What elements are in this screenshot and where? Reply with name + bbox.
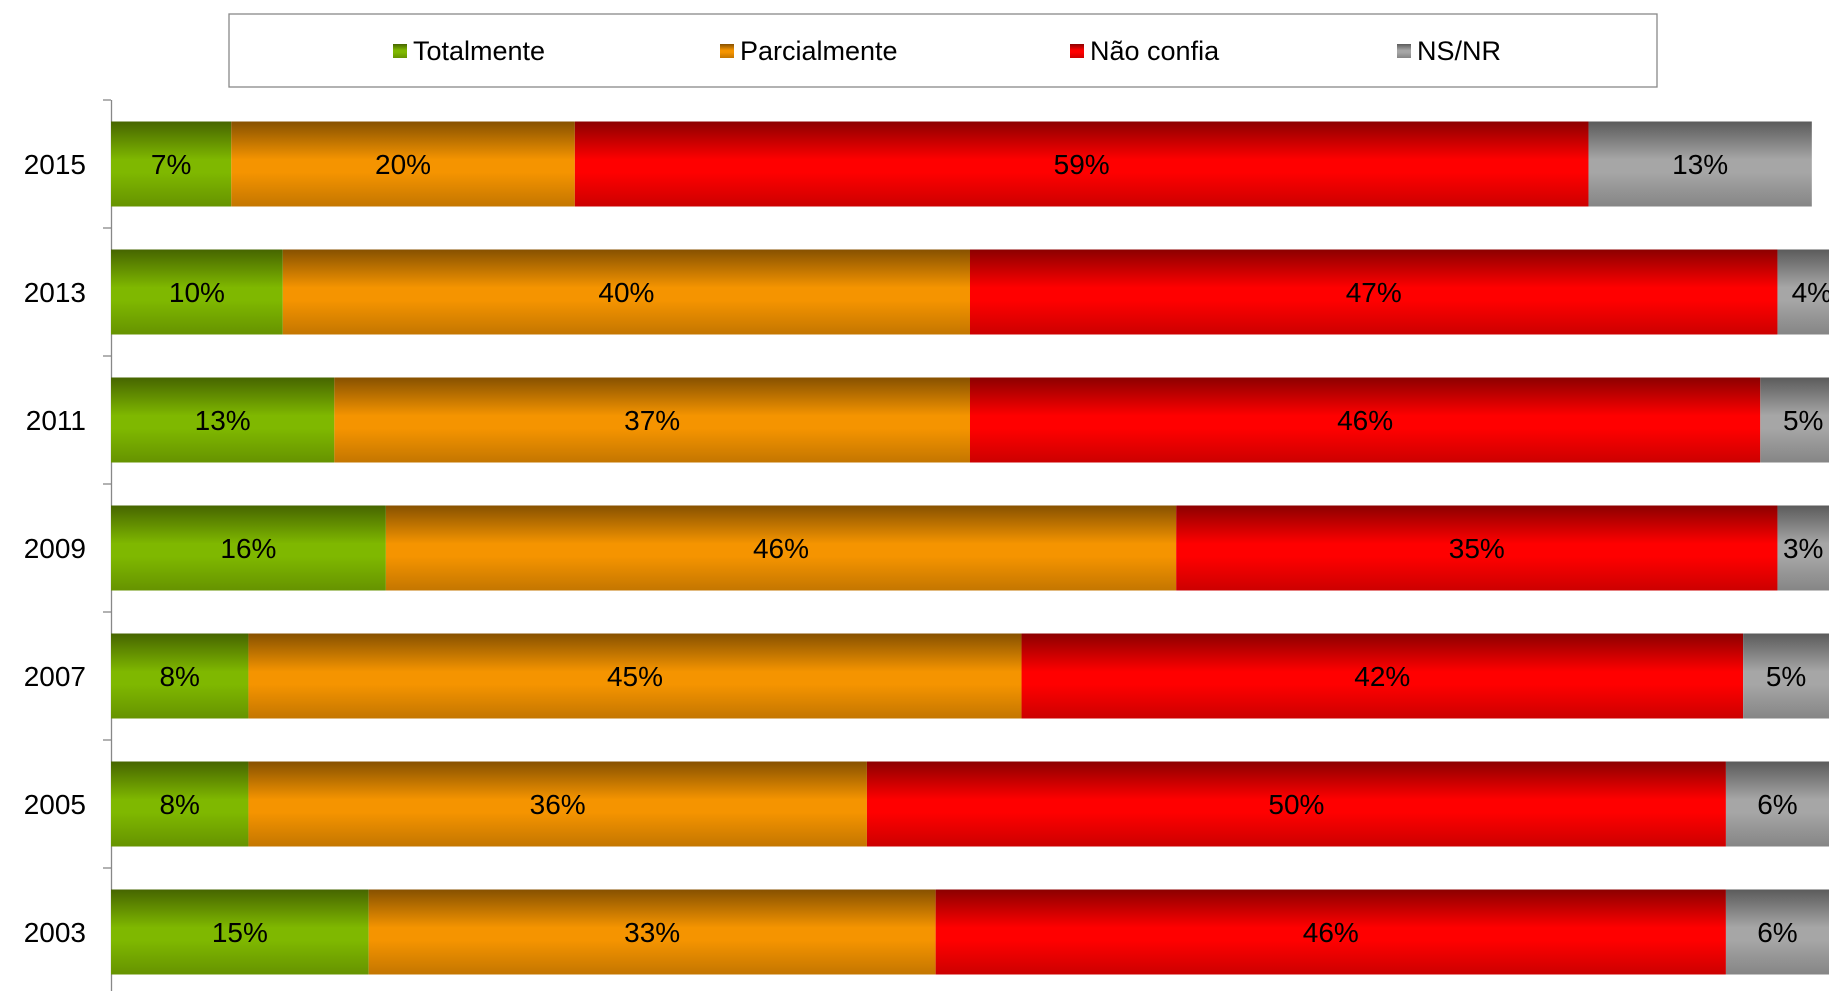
legend: Totalmente Parcialmente Não confia NS/NR bbox=[228, 13, 1658, 88]
legend-label-totalmente: Totalmente bbox=[413, 36, 545, 66]
data-label-totalmente-2011: 13% bbox=[195, 405, 251, 436]
bars: 7% 20% 59% 13% 10% 40% 47% 4% 13% 37% 46% 5% 16% 46% 3… bbox=[111, 121, 1829, 975]
data-label-parcialmente-2003: 33% bbox=[624, 917, 680, 948]
bar-nao-confia-2003 bbox=[935, 889, 1726, 975]
bar-ns-nr-2009 bbox=[1777, 505, 1829, 591]
data-label-parcialmente-2005: 36% bbox=[530, 789, 586, 820]
data-label-parcialmente-2007: 45% bbox=[607, 661, 663, 692]
data-label-parcialmente-2013: 40% bbox=[598, 277, 654, 308]
category-label-2015: 2015 bbox=[24, 149, 86, 180]
bar-totalmente-2005 bbox=[111, 761, 249, 847]
category-label-2011: 2011 bbox=[26, 405, 86, 436]
category-label-2005: 2005 bbox=[24, 789, 86, 820]
bar-nao-confia-2015 bbox=[574, 121, 1589, 207]
bar-parcialmente-2013 bbox=[282, 249, 970, 335]
data-label-nao-confia-2007: 42% bbox=[1354, 661, 1410, 692]
bar-ns-nr-2005 bbox=[1725, 761, 1829, 847]
bar-parcialmente-2005 bbox=[248, 761, 867, 847]
data-label-ns-nr-2009: 3% bbox=[1783, 533, 1823, 564]
data-label-totalmente-2007: 8% bbox=[159, 661, 199, 692]
bar-parcialmente-2015 bbox=[231, 121, 575, 207]
data-label-parcialmente-2009: 46% bbox=[753, 533, 809, 564]
data-label-ns-nr-2003: 6% bbox=[1757, 917, 1797, 948]
data-label-ns-nr-2013: 4% bbox=[1792, 277, 1829, 308]
legend-box bbox=[228, 13, 1658, 88]
category-label-2013: 2013 bbox=[24, 277, 86, 308]
data-label-nao-confia-2011: 46% bbox=[1337, 405, 1393, 436]
bar-totalmente-2013 bbox=[111, 249, 283, 335]
bar-totalmente-2003 bbox=[111, 889, 369, 975]
legend-label-ns-nr: NS/NR bbox=[1417, 36, 1501, 66]
legend-label-nao-confia: Não confia bbox=[1090, 36, 1220, 66]
bar-ns-nr-2007 bbox=[1743, 633, 1829, 719]
data-label-parcialmente-2015: 20% bbox=[375, 149, 431, 180]
bar-nao-confia-2009 bbox=[1176, 505, 1778, 591]
legend-label-parcialmente: Parcialmente bbox=[740, 36, 898, 66]
category-label-2007: 2007 bbox=[24, 661, 86, 692]
data-label-totalmente-2005: 8% bbox=[159, 789, 199, 820]
data-label-totalmente-2013: 10% bbox=[169, 277, 225, 308]
data-label-ns-nr-2011: 5% bbox=[1783, 405, 1823, 436]
category-axis: 2015 2013 2011 2009 2007 2005 2003 bbox=[24, 99, 113, 991]
bar-nao-confia-2011 bbox=[970, 377, 1761, 463]
data-label-nao-confia-2013: 47% bbox=[1346, 277, 1402, 308]
bar-totalmente-2015 bbox=[111, 121, 232, 207]
bar-nao-confia-2007 bbox=[1021, 633, 1744, 719]
bar-totalmente-2011 bbox=[111, 377, 335, 463]
data-label-nao-confia-2003: 46% bbox=[1303, 917, 1359, 948]
bar-ns-nr-2003 bbox=[1725, 889, 1829, 975]
bar-ns-nr-2011 bbox=[1760, 377, 1829, 463]
data-label-ns-nr-2007: 5% bbox=[1766, 661, 1806, 692]
data-label-parcialmente-2011: 37% bbox=[624, 405, 680, 436]
legend-swatch-parcialmente bbox=[720, 44, 734, 58]
data-label-totalmente-2003: 15% bbox=[212, 917, 268, 948]
bar-totalmente-2007 bbox=[111, 633, 249, 719]
data-label-totalmente-2015: 7% bbox=[151, 149, 191, 180]
data-label-totalmente-2009: 16% bbox=[220, 533, 276, 564]
bar-nao-confia-2005 bbox=[866, 761, 1726, 847]
legend-swatch-totalmente bbox=[393, 44, 407, 58]
bar-parcialmente-2011 bbox=[334, 377, 971, 463]
legend-swatch-nao-confia bbox=[1070, 44, 1084, 58]
bar-ns-nr-2015 bbox=[1588, 121, 1812, 207]
bar-totalmente-2009 bbox=[111, 505, 386, 591]
data-label-nao-confia-2015: 59% bbox=[1054, 149, 1110, 180]
category-label-2009: 2009 bbox=[24, 533, 86, 564]
data-label-nao-confia-2009: 35% bbox=[1449, 533, 1505, 564]
data-label-ns-nr-2005: 6% bbox=[1757, 789, 1797, 820]
bar-parcialmente-2009 bbox=[385, 505, 1177, 591]
bar-ns-nr-2013 bbox=[1777, 249, 1829, 335]
data-label-ns-nr-2015: 13% bbox=[1672, 149, 1728, 180]
legend-swatch-ns-nr bbox=[1397, 44, 1411, 58]
data-label-nao-confia-2005: 50% bbox=[1268, 789, 1324, 820]
bar-parcialmente-2003 bbox=[368, 889, 936, 975]
bar-nao-confia-2013 bbox=[970, 249, 1778, 335]
bar-parcialmente-2007 bbox=[248, 633, 1022, 719]
category-label-2003: 2003 bbox=[24, 917, 86, 948]
